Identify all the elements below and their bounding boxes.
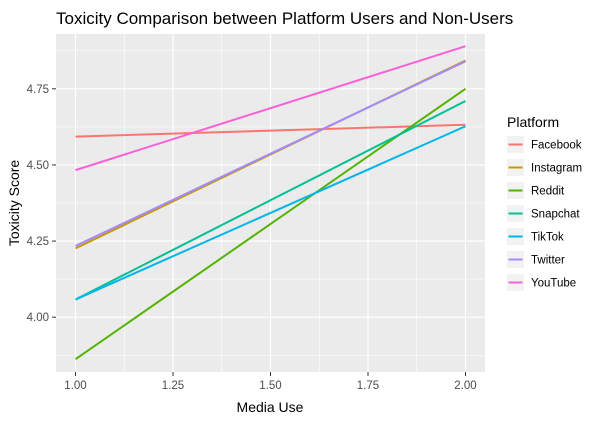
series-line-youtube (75, 45, 466, 172)
legend-item-youtube: YouTube (507, 274, 576, 291)
legend-items: Facebook Instagram Reddit Snapchat TikTok Twi… (507, 136, 582, 291)
legend-label: Instagram (531, 163, 582, 175)
y-tick-label: 4.25 (27, 236, 49, 248)
x-tick-label: 2.00 (454, 380, 476, 392)
y-tick-label: 4.75 (27, 84, 49, 96)
chart-title: Toxicity Comparison between Platform Use… (56, 9, 513, 28)
legend-item-tiktok: TikTok (507, 228, 564, 245)
legend: Platform Facebook Instagram Reddit Snapchat… (507, 114, 582, 291)
legend-label: Twitter (531, 255, 565, 267)
y-axis-title: Toxicity Score (6, 160, 22, 247)
legend-title: Platform (507, 114, 559, 130)
legend-label: Reddit (531, 186, 565, 198)
y-axis-ticks: 4.00 4.25 4.50 4.75 (27, 84, 56, 324)
legend-item-twitter: Twitter (507, 251, 565, 268)
x-axis-title: Media Use (237, 399, 304, 415)
y-tick-label: 4.00 (27, 312, 49, 324)
series-lines (74, 45, 467, 361)
legend-item-facebook: Facebook (507, 136, 582, 153)
series-line-twitter (75, 60, 466, 247)
series-line-facebook (75, 123, 466, 138)
x-tick-label: 1.00 (64, 380, 86, 392)
major-gridlines (56, 34, 485, 372)
legend-label: YouTube (531, 278, 576, 290)
legend-item-reddit: Reddit (507, 182, 565, 199)
x-tick-label: 1.25 (162, 380, 184, 392)
x-axis-ticks: 1.00 1.25 1.50 1.75 2.00 (64, 372, 477, 392)
x-tick-label: 1.50 (259, 380, 281, 392)
legend-item-instagram: Instagram (507, 159, 582, 176)
x-tick-label: 1.75 (357, 380, 379, 392)
legend-item-snapchat: Snapchat (507, 205, 580, 222)
legend-label: TikTok (531, 232, 564, 244)
series-line-tiktok (75, 125, 466, 301)
legend-label: Facebook (531, 140, 582, 152)
legend-label: Snapchat (531, 209, 580, 221)
series-line-snapchat (75, 100, 466, 301)
y-tick-label: 4.50 (27, 160, 49, 172)
